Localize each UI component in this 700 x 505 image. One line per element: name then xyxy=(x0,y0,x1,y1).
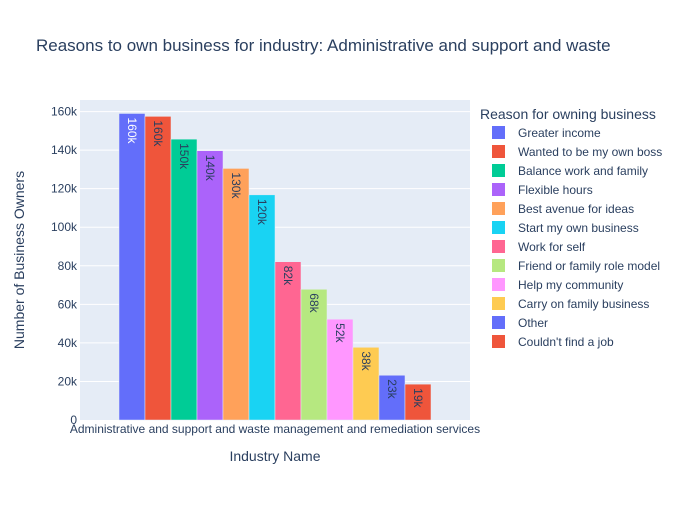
legend-label: Flexible hours xyxy=(518,183,593,197)
bar-value-label: 19k xyxy=(411,388,425,408)
legend-label: Help my community xyxy=(518,278,623,292)
legend-label: Couldn't find a job xyxy=(518,335,614,349)
y-tick-label: 60k xyxy=(58,297,78,311)
y-tick-labels: 0 20k 40k 60k 80k 100k 120k 140k 160k xyxy=(51,105,78,427)
legend-swatch xyxy=(492,316,505,329)
legend-label: Best avenue for ideas xyxy=(518,202,634,216)
legend-item[interactable]: Help my community xyxy=(492,278,623,292)
legend-item[interactable]: Greater income xyxy=(492,126,601,140)
legend-label: Work for self xyxy=(518,240,586,254)
bar[interactable] xyxy=(378,375,406,421)
y-tick-label: 20k xyxy=(58,374,78,388)
bar-value-label: 130k xyxy=(229,172,243,199)
legend-label: Other xyxy=(518,316,548,330)
bar-value-label: 68k xyxy=(307,293,321,313)
bar-value-label: 38k xyxy=(359,351,373,371)
y-axis-title: Number of Business Owners xyxy=(11,171,27,349)
y-tick-label: 160k xyxy=(51,105,78,119)
y-tick-label: 120k xyxy=(51,182,78,196)
bar-value-label: 82k xyxy=(281,266,295,286)
legend-item[interactable]: Best avenue for ideas xyxy=(492,202,634,216)
x-axis-title: Industry Name xyxy=(229,448,320,464)
legend-label: Balance work and family xyxy=(518,164,648,178)
bar[interactable] xyxy=(118,113,146,421)
legend-swatch xyxy=(492,183,505,196)
bar-layer xyxy=(118,113,432,421)
legend-swatch xyxy=(492,202,505,215)
bar[interactable] xyxy=(144,116,172,421)
y-tick-label: 80k xyxy=(58,259,78,273)
legend-item[interactable]: Couldn't find a job xyxy=(492,335,614,349)
legend: Greater income Wanted to be my own boss Ba… xyxy=(492,126,662,349)
legend-swatch xyxy=(492,126,505,139)
legend-label: Greater income xyxy=(518,126,601,140)
bar-value-label: 160k xyxy=(125,117,139,144)
bar-value-label: 23k xyxy=(385,379,399,399)
bar-value-label: 52k xyxy=(333,323,347,343)
bar[interactable] xyxy=(352,347,380,421)
legend-item[interactable]: Work for self xyxy=(492,240,586,254)
bar-value-label: 150k xyxy=(177,143,191,170)
legend-swatch xyxy=(492,145,505,158)
y-tick-label: 40k xyxy=(58,336,78,350)
bar-value-label: 120k xyxy=(255,199,269,226)
legend-swatch xyxy=(492,335,505,348)
bar[interactable] xyxy=(404,383,432,421)
bar[interactable] xyxy=(248,194,276,421)
legend-label: Friend or family role model xyxy=(518,259,660,273)
chart-title: Reasons to own business for industry: Ad… xyxy=(36,36,611,55)
y-tick-label: 0 xyxy=(70,413,77,427)
legend-swatch xyxy=(492,259,505,272)
legend-swatch xyxy=(492,221,505,234)
legend-label: Wanted to be my own boss xyxy=(518,145,662,159)
legend-item[interactable]: Wanted to be my own boss xyxy=(492,145,662,159)
legend-item[interactable]: Carry on family business xyxy=(492,297,649,311)
legend-label: Start my own business xyxy=(518,221,639,235)
y-tick-label: 100k xyxy=(51,220,78,234)
legend-label: Carry on family business xyxy=(518,297,649,311)
legend-title: Reason for owning business xyxy=(480,106,656,122)
bar[interactable] xyxy=(300,289,328,421)
y-tick-label: 140k xyxy=(51,143,78,157)
legend-item[interactable]: Flexible hours xyxy=(492,183,593,197)
legend-item[interactable]: Other xyxy=(492,316,548,330)
bar-label-layer: 160k 160k 150k 140k 130k 120k 82k 68k 52k 38k 23k 1… xyxy=(125,117,425,408)
x-category-label: Administrative and support and waste man… xyxy=(70,422,480,436)
bar[interactable] xyxy=(222,168,250,421)
bar-value-label: 160k xyxy=(151,120,165,147)
legend-swatch xyxy=(492,278,505,291)
legend-item[interactable]: Balance work and family xyxy=(492,164,648,178)
bar[interactable] xyxy=(170,138,198,421)
legend-swatch xyxy=(492,164,505,177)
legend-swatch xyxy=(492,240,505,253)
bar[interactable] xyxy=(196,150,224,421)
legend-item[interactable]: Start my own business xyxy=(492,221,639,235)
bar[interactable] xyxy=(274,261,302,421)
legend-swatch xyxy=(492,297,505,310)
bar-value-label: 140k xyxy=(203,155,217,182)
legend-item[interactable]: Friend or family role model xyxy=(492,259,660,273)
